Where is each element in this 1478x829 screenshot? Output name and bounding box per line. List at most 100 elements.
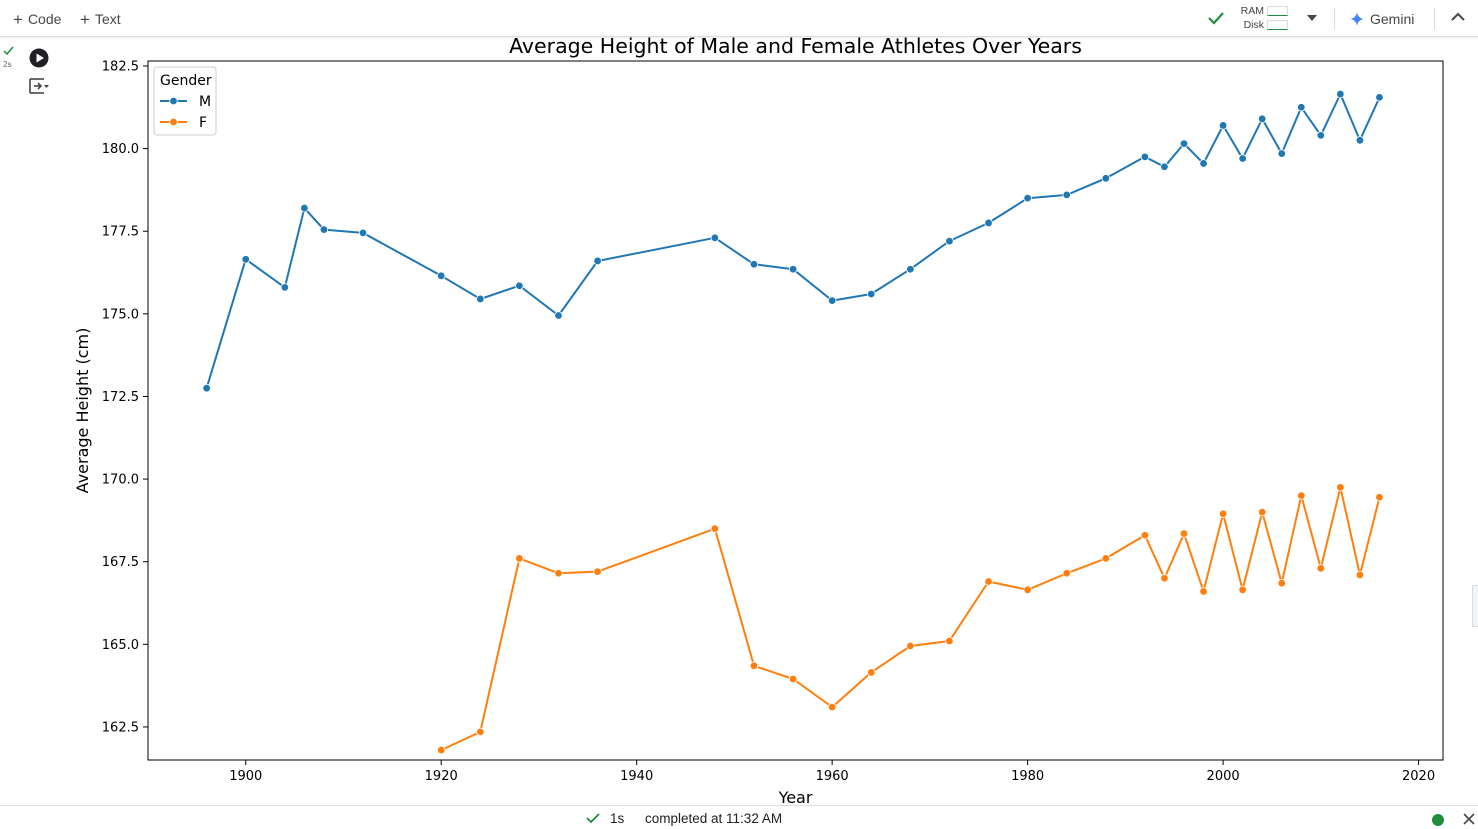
ram-label: RAM [1240,5,1264,17]
data-point-m [867,289,876,299]
x-axis-label: Year [778,788,813,805]
close-icon[interactable] [1463,813,1475,825]
data-point-f [1179,529,1189,538]
legend-label-m: M [199,94,211,110]
legend-label-f: F [199,115,207,131]
data-point-f [1140,531,1150,540]
data-point-f [1355,570,1365,580]
plus-icon: + [80,9,90,29]
x-tick-label: 2020 [1402,769,1435,784]
x-tick-label: 1980 [1011,769,1044,784]
data-point-f [1257,507,1267,517]
data-point-m [710,233,720,243]
y-tick-label: 177.5 [102,225,139,240]
data-point-f [515,554,524,563]
ram-usage-bar [1267,6,1288,16]
check-icon [586,813,600,824]
data-point-f [906,641,915,651]
data-point-m [476,294,485,304]
gemini-button[interactable]: Gemini [1350,9,1414,29]
plot-frame [147,60,1444,761]
data-point-m [593,256,602,266]
output-toggle-icon[interactable] [28,76,50,96]
add-code-cell-button[interactable]: + Code [13,9,61,29]
data-point-m [1160,162,1169,171]
data-point-m [827,296,837,305]
data-point-f [1297,491,1306,500]
y-tick-label: 162.5 [102,720,139,735]
data-point-m [358,228,368,238]
disk-usage-bar [1267,20,1288,30]
legend-title: Gender [160,73,212,89]
runtime-status-indicator [1432,814,1444,826]
data-point-f [827,702,837,712]
data-point-m [1179,139,1189,148]
y-tick-label: 172.5 [102,390,139,405]
gemini-label: Gemini [1370,11,1415,27]
toolbar-divider [1434,8,1435,30]
data-point-m [1238,154,1247,163]
data-point-m [1218,121,1228,130]
data-point-m [1277,149,1286,158]
data-point-f [1277,578,1286,588]
data-point-m [319,225,329,234]
data-point-m [1101,174,1111,183]
check-icon [3,46,14,56]
data-point-m [202,383,211,393]
resource-monitor[interactable]: RAM Disk [1238,4,1298,34]
play-circle-icon[interactable] [28,47,50,69]
data-point-f [1336,483,1345,492]
data-point-m [749,260,759,269]
disk-label: Disk [1243,19,1264,31]
data-point-m [1199,159,1208,168]
data-point-f [437,745,446,755]
scrollbar-thumb[interactable] [1472,585,1478,627]
data-point-f [1160,574,1169,583]
data-point-m [1062,190,1071,200]
data-point-f [1199,587,1208,596]
y-tick-label: 165.0 [102,638,139,653]
status-bar: 1s completed at 11:32 AM [0,805,1478,829]
check-icon [1208,12,1224,25]
data-point-f [945,636,954,646]
x-tick-label: 1900 [229,769,262,784]
data-point-m [1316,131,1326,140]
x-tick-label: 1920 [425,769,458,784]
status-duration: 1s [610,811,625,826]
data-point-f [867,668,876,677]
chevron-up-icon[interactable] [1450,11,1466,23]
plus-icon: + [13,9,23,29]
data-point-f [1218,509,1228,518]
data-point-f [476,727,485,737]
data-point-m [300,203,309,213]
chevron-down-icon[interactable] [1305,13,1319,23]
y-tick-label: 175.0 [102,307,139,322]
data-point-m [554,311,563,320]
chart-title: Average Height of Male and Female Athlet… [509,34,1082,58]
data-point-m [1375,93,1384,102]
data-point-m [984,218,993,228]
y-axis-label: Average Height (cm) [73,328,92,494]
data-point-m [1257,114,1267,124]
series-line-m [205,93,1381,389]
legend-marker-m [169,96,178,106]
cell-gutter: 2s [0,44,60,104]
data-point-f [1023,585,1032,594]
data-point-f [1238,585,1247,594]
legend: Gender MF [153,66,217,136]
add-text-cell-button[interactable]: + Text [80,9,121,29]
data-point-f [593,567,602,576]
y-tick-label: 170.0 [102,473,139,488]
data-point-f [1375,493,1384,502]
data-point-m [437,271,446,281]
data-point-m [1336,89,1345,99]
data-point-f [984,577,993,586]
add-code-label: Code [27,11,62,27]
data-point-f [788,674,798,684]
data-point-f [554,569,563,578]
data-point-m [788,265,798,274]
toolbar-divider [1334,8,1335,30]
sparkle-icon [1350,12,1364,26]
y-tick-label: 182.5 [102,59,139,74]
data-point-f [749,661,759,671]
